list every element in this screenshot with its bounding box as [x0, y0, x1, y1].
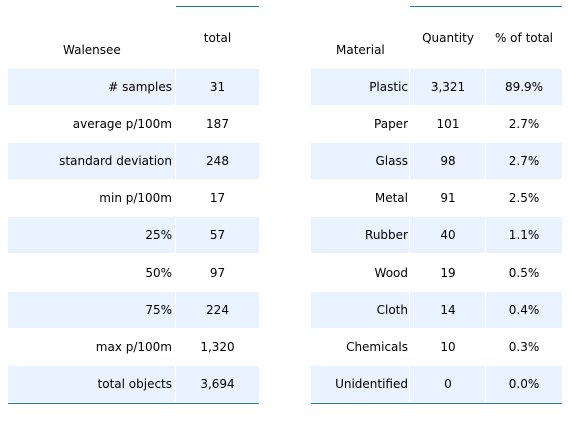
row-shade — [8, 366, 175, 402]
column-header-total: total — [203, 31, 232, 45]
material-name-cell: Glass — [375, 154, 409, 168]
percent-cell: 0.0% — [508, 377, 540, 391]
table-row: Rubber 40 1.1% — [311, 217, 562, 254]
stat-label-cell: 25% — [145, 228, 172, 242]
header-rule — [410, 6, 562, 7]
material-name-cell: Rubber — [365, 228, 408, 242]
stat-value-cell: 224 — [206, 303, 229, 317]
row-shade — [8, 292, 175, 328]
row-shade — [311, 292, 409, 328]
quantity-cell: 40 — [440, 228, 456, 242]
row-shade — [8, 69, 175, 105]
table-row: Wood 19 0.5% — [311, 255, 562, 292]
material-name-cell: Metal — [374, 191, 408, 205]
stat-value-cell: 3,694 — [200, 377, 235, 391]
quantity-cell: 91 — [440, 191, 456, 205]
stat-value-cell: 17 — [209, 191, 226, 205]
row-shade — [486, 143, 562, 179]
material-name-cell: Chemicals — [346, 340, 408, 354]
column-header-material: Material — [336, 43, 385, 57]
stat-value-cell: 187 — [206, 117, 229, 131]
percent-cell: 2.7% — [508, 154, 540, 168]
table-row: Glass 98 2.7% — [311, 143, 562, 180]
percent-cell: 0.3% — [508, 340, 540, 354]
row-shade — [486, 217, 562, 253]
stat-value-cell: 1,320 — [200, 340, 235, 354]
table-row: Unidentified 0 0.0% — [311, 366, 562, 403]
stat-value-cell: 57 — [209, 228, 226, 242]
row-shade — [176, 69, 259, 105]
material-name-cell: Unidentified — [335, 377, 408, 391]
table-row: total objects 3,694 — [8, 366, 259, 403]
row-shade — [410, 366, 485, 402]
stat-label-cell: 50% — [145, 266, 172, 280]
table-row: standard deviation 248 — [8, 143, 259, 180]
percent-cell: 0.4% — [508, 303, 540, 317]
column-header-percent-of-total: % of total — [494, 31, 554, 45]
quantity-cell: 10 — [440, 340, 456, 354]
row-shade — [311, 143, 409, 179]
bottom-rule — [311, 403, 562, 404]
percent-cell: 89.9% — [504, 80, 544, 94]
percent-cell: 1.1% — [508, 228, 540, 242]
quantity-cell: 19 — [440, 266, 456, 280]
row-shade — [311, 217, 409, 253]
row-shade — [410, 292, 485, 328]
row-shade — [486, 366, 562, 402]
table-row: 50% 97 — [8, 255, 259, 292]
row-shade — [176, 217, 259, 253]
row-shade — [176, 143, 259, 179]
table-row: Plastic 3,321 89.9% — [311, 69, 562, 106]
header-rule — [176, 6, 259, 7]
stat-value-cell: 31 — [209, 80, 226, 94]
table-row: 25% 57 — [8, 217, 259, 254]
table-row: Chemicals 10 0.3% — [311, 329, 562, 366]
stat-label-cell: 75% — [145, 303, 172, 317]
column-header-quantity: Quantity — [422, 31, 474, 45]
column-header-walensee: Walensee — [63, 43, 121, 57]
quantity-cell: 0 — [444, 377, 452, 391]
stat-label-cell: standard deviation — [59, 154, 172, 168]
row-shade — [176, 366, 259, 402]
percent-cell: 0.5% — [508, 266, 540, 280]
table-row: min p/100m 17 — [8, 180, 259, 217]
row-shade — [311, 69, 409, 105]
row-shade — [8, 143, 175, 179]
quantity-cell: 14 — [440, 303, 456, 317]
material-name-cell: Plastic — [369, 80, 408, 94]
table-row: # samples 31 — [8, 69, 259, 106]
stat-label-cell: total objects — [97, 377, 172, 391]
stat-label-cell: min p/100m — [99, 191, 172, 205]
percent-cell: 2.7% — [508, 117, 540, 131]
row-shade — [8, 217, 175, 253]
row-shade — [486, 69, 562, 105]
bottom-rule — [8, 403, 259, 404]
row-shade — [410, 217, 485, 253]
percent-cell: 2.5% — [508, 191, 540, 205]
table-row: max p/100m 1,320 — [8, 329, 259, 366]
row-shade — [311, 366, 409, 402]
quantity-cell: 3,321 — [430, 80, 466, 94]
stat-label-cell: average p/100m — [72, 117, 172, 131]
row-shade — [410, 143, 485, 179]
quantity-cell: 98 — [440, 154, 456, 168]
material-name-cell: Wood — [374, 266, 408, 280]
row-shade — [486, 292, 562, 328]
table-row: average p/100m 187 — [8, 106, 259, 143]
row-shade — [176, 292, 259, 328]
row-shade — [410, 69, 485, 105]
table-row: Cloth 14 0.4% — [311, 292, 562, 329]
table-row: Metal 91 2.5% — [311, 180, 562, 217]
table-row: Paper 101 2.7% — [311, 106, 562, 143]
material-name-cell: Paper — [374, 117, 408, 131]
material-name-cell: Cloth — [376, 303, 408, 317]
quantity-cell: 101 — [436, 117, 460, 131]
stat-value-cell: 248 — [206, 154, 229, 168]
stat-label-cell: max p/100m — [95, 340, 172, 354]
table-row: 75% 224 — [8, 292, 259, 329]
stat-value-cell: 97 — [209, 266, 226, 280]
stat-label-cell: # samples — [108, 80, 172, 94]
